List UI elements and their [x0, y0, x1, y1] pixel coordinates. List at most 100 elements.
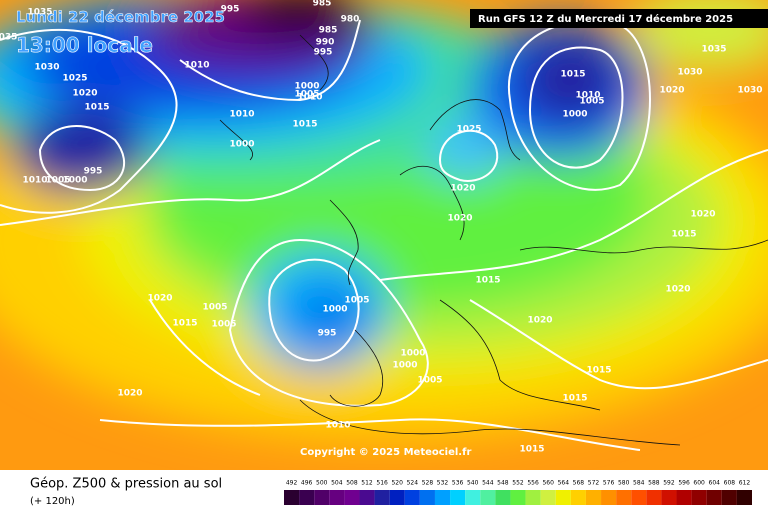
isobar-label: 1010 [184, 61, 209, 71]
isobar-label: 1015 [560, 70, 585, 80]
isobar-label: 1035 [27, 8, 52, 18]
footer-lead: (+ 120h) [30, 496, 75, 507]
isobar-label: 1015 [671, 230, 696, 240]
isobar-label: 1030 [737, 86, 762, 96]
isobar-label: 1015 [292, 120, 317, 130]
isobar-label: 995 [84, 167, 103, 177]
colorbar-label: 552 [512, 480, 524, 487]
isobar-label: 995 [318, 329, 337, 339]
isobar-label: 1020 [659, 86, 684, 96]
colorbar-swatch [314, 490, 330, 505]
colorbar-label: 580 [618, 480, 630, 487]
colorbar-swatch [721, 490, 737, 505]
isobar-label: 1025 [62, 74, 87, 84]
colorbar-swatch [434, 490, 451, 505]
colorbar-label: 572 [588, 480, 600, 487]
colorbar-label: 548 [497, 480, 509, 487]
colorbar-label: 524 [407, 480, 419, 487]
isobar-label: 1010 [575, 91, 600, 101]
colorbar-swatch [661, 490, 677, 505]
colorbar-label: 608 [724, 480, 736, 487]
colorbar-swatch [691, 490, 707, 505]
isobar-label: 1015 [586, 366, 611, 376]
isobar-label: 1020 [147, 294, 172, 304]
colorbar-label: 496 [301, 480, 313, 487]
isobar-label: 1005 [344, 296, 369, 306]
colorbar-swatch [359, 490, 375, 505]
isobar-label: 1000 [562, 110, 587, 120]
colorbar-label: 500 [316, 480, 328, 487]
isobar-label: 1015 [475, 276, 500, 286]
forecast-time: 13:00 locale [16, 33, 153, 57]
isobar-label: 990 [316, 38, 335, 48]
run-banner [470, 9, 768, 28]
isobar-label: 1010 [297, 93, 322, 103]
isobar-label: 1015 [519, 445, 544, 455]
colorbar-label: 508 [346, 480, 358, 487]
colorbar-swatch [404, 490, 420, 505]
colorbar-label: 604 [709, 480, 721, 487]
isobar-label: 1010 [229, 110, 254, 120]
isobar-label: 1030 [677, 68, 702, 78]
colorbar: 492 496 500 504 508 512 516 520 524 528 532 536 540 5… [284, 480, 752, 505]
colorbar-swatch [585, 490, 602, 505]
colorbar-label: 564 [558, 480, 570, 487]
colorbar-label: 556 [527, 480, 539, 487]
colorbar-swatch [646, 490, 662, 505]
isobar-label: 985 [319, 26, 338, 36]
isobar-label: 1030 [34, 63, 59, 73]
colorbar-label: 512 [361, 480, 373, 487]
isobar-label: 1000 [62, 176, 87, 186]
isobar-label: 995 [314, 48, 333, 58]
colorbar-label: 568 [573, 480, 585, 487]
colorbar-swatch [284, 490, 300, 505]
colorbar-swatch [540, 490, 556, 505]
colorbar-swatch [570, 490, 586, 505]
isobar-label: 1020 [72, 89, 97, 99]
isobar-label: 1005 [294, 90, 319, 100]
isobar-label: 1000 [400, 349, 425, 359]
forecast-date: Lundi 22 décembre 2025 [16, 8, 225, 26]
isobar-label: 1020 [665, 285, 690, 295]
isobar-label: 1000 [294, 82, 319, 92]
colorbar-swatch [480, 490, 496, 505]
colorbar-label: 536 [452, 480, 464, 487]
colorbar-swatch [374, 490, 390, 505]
colorbar-swatch [510, 490, 526, 505]
isobar-label: 1020 [447, 214, 472, 224]
colorbar-swatch [450, 490, 466, 505]
isobar-label: 1035 [701, 45, 726, 55]
colorbar-label: 560 [542, 480, 554, 487]
colorbar-label: 612 [739, 480, 751, 487]
isobar-label: 1005 [45, 176, 70, 186]
colorbar-swatch [495, 490, 511, 505]
colorbar-swatch [631, 490, 647, 505]
colorbar-swatch [676, 490, 692, 505]
isobar-label: 995 [221, 5, 240, 15]
isobar-label: 1020 [527, 316, 552, 326]
isobar-label: 980 [341, 15, 360, 25]
isobar-label: 1005 [579, 97, 604, 107]
isobar-label: 1025 [456, 125, 481, 135]
colorbar-label: 592 [663, 480, 675, 487]
colorbar-swatch [555, 490, 571, 505]
isobar-label: 1005 [417, 376, 442, 386]
run-label: Run GFS 12 Z du Mercredi 17 décembre 202… [478, 13, 733, 25]
colorbar-label: 600 [693, 480, 705, 487]
isobar-label: 1000 [322, 305, 347, 315]
colorbar-swatch [465, 490, 481, 505]
colorbar-swatch [329, 490, 345, 505]
isobar-labels: 1035035103010251020101599510101005100099… [0, 0, 763, 455]
colorbar-label: 504 [331, 480, 343, 487]
isobar-label: 1010 [325, 421, 350, 431]
isobar-label: 1020 [117, 389, 142, 399]
colorbar-label: 492 [286, 480, 298, 487]
colorbar-swatch [706, 490, 722, 505]
isobar-label: 035 [0, 33, 17, 43]
colorbar-swatch [736, 490, 752, 505]
isobar-label: 1005 [211, 320, 236, 330]
isobar-label: 1015 [172, 319, 197, 329]
isobar-label: 1015 [84, 103, 109, 113]
colorbar-swatch [344, 490, 360, 505]
